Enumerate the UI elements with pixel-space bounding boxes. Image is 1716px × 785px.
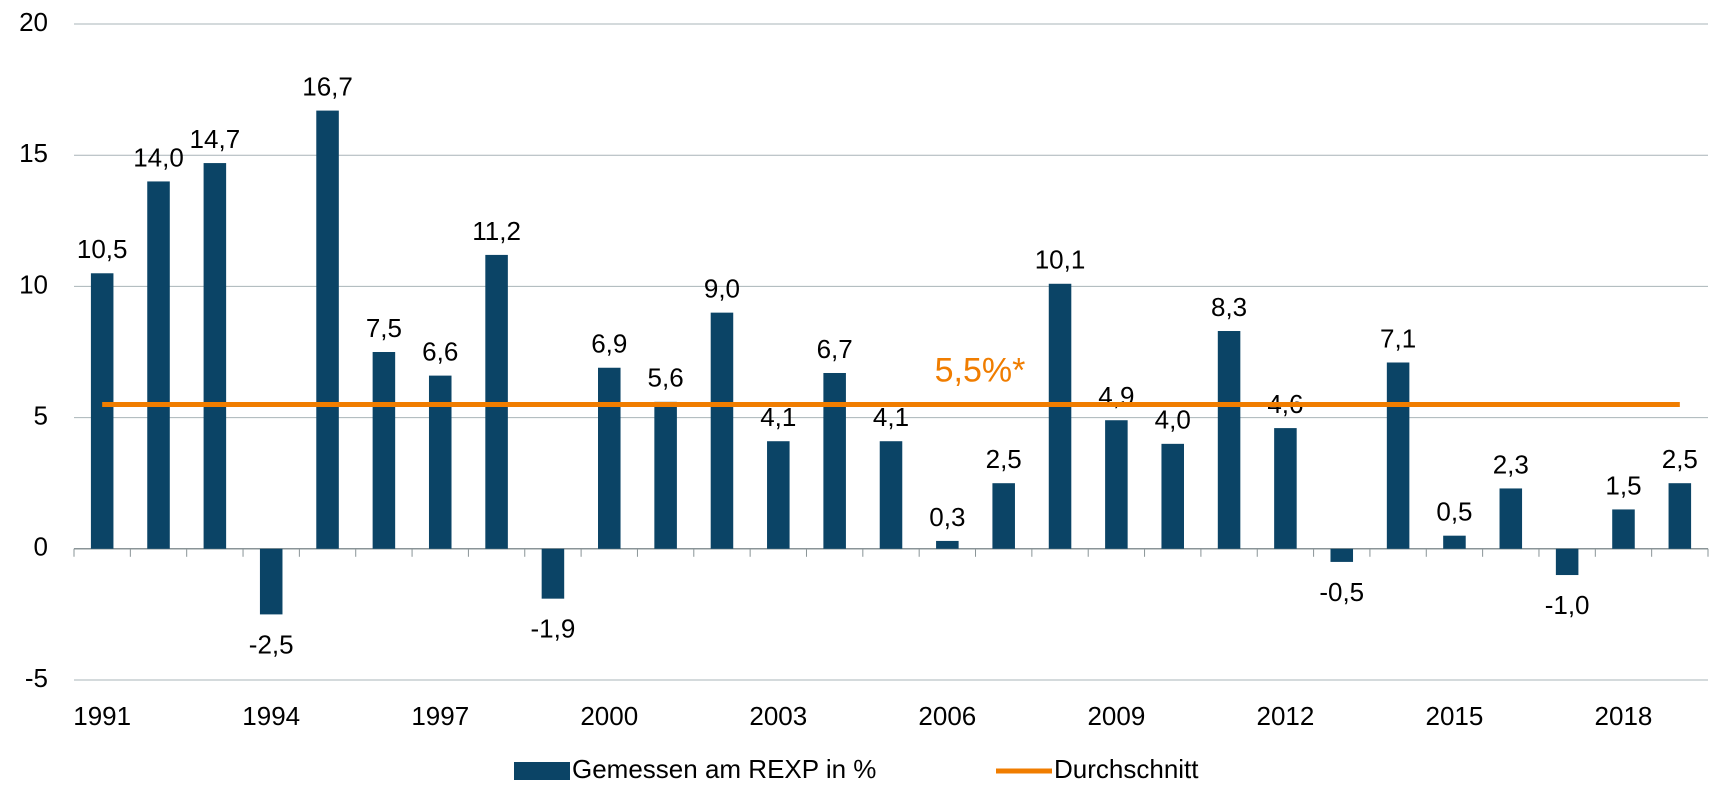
bar: [1161, 443, 1184, 549]
bar: [992, 483, 1015, 549]
x-tick-label: 2006: [918, 701, 976, 731]
x-tick-label: 1991: [73, 701, 131, 731]
bar: [654, 401, 677, 549]
x-tick-label: 2018: [1595, 701, 1653, 731]
value-label: 0,5: [1436, 497, 1472, 527]
bar: [1217, 331, 1241, 549]
y-tick-label: 20: [19, 7, 48, 37]
value-label: 7,1: [1380, 323, 1416, 353]
x-tick-label: 2012: [1256, 701, 1314, 731]
value-label: 8,3: [1211, 292, 1247, 322]
bar: [259, 548, 283, 615]
value-label: 6,7: [817, 334, 853, 364]
bar: [1555, 548, 1579, 576]
bar: [1048, 283, 1072, 549]
bar: [485, 254, 508, 549]
bar: [823, 372, 846, 549]
bar: [1668, 483, 1692, 549]
value-label: 0,3: [929, 502, 965, 532]
bar: [1386, 362, 1410, 549]
bar: [541, 548, 565, 599]
bar: [203, 163, 227, 549]
legend-label: Durchschnitt: [1054, 754, 1199, 784]
y-tick-label: 15: [19, 138, 48, 168]
y-tick-label: 10: [19, 269, 48, 299]
bar: [316, 110, 339, 549]
x-tick-label: 2003: [749, 701, 807, 731]
x-tick-label: 1997: [411, 701, 469, 731]
bar: [1274, 428, 1297, 549]
average-label: 5,5%*: [935, 351, 1026, 389]
bar: [767, 441, 790, 549]
y-tick-label: 5: [34, 400, 48, 430]
value-label: 2,5: [1662, 444, 1698, 474]
value-label: -1,9: [531, 614, 576, 644]
bar: [710, 312, 734, 549]
value-label: 2,3: [1493, 449, 1529, 479]
value-label: 2,5: [986, 444, 1022, 474]
value-label: 6,6: [422, 336, 458, 366]
x-tick-label: 1994: [242, 701, 300, 731]
bar: [147, 181, 170, 549]
bar: [598, 367, 621, 549]
value-label: 10,5: [77, 234, 128, 264]
value-label: 4,1: [873, 402, 909, 432]
x-tick-label: 2015: [1426, 701, 1484, 731]
bar: [90, 273, 114, 549]
legend-swatch: [514, 762, 570, 780]
bar: [879, 441, 903, 549]
value-label: 5,6: [648, 363, 684, 393]
y-tick-label: 0: [34, 532, 48, 562]
value-label: 4,1: [760, 402, 796, 432]
y-tick-label: -5: [25, 663, 48, 693]
value-label: -1,0: [1545, 590, 1590, 620]
value-label: -0,5: [1319, 577, 1364, 607]
bar: [1612, 509, 1635, 549]
bar: [1499, 488, 1523, 549]
bar: [1443, 535, 1466, 549]
legend-label: Gemessen am REXP in %: [572, 754, 876, 784]
value-label: 7,5: [366, 313, 402, 343]
bar: [1330, 548, 1354, 562]
bar: [936, 540, 959, 549]
value-label: 14,7: [190, 124, 241, 154]
value-label: 11,2: [472, 216, 521, 246]
bar: [372, 352, 396, 549]
value-label: 6,9: [591, 329, 627, 359]
value-label: 9,0: [704, 274, 740, 304]
value-label: 14,0: [133, 142, 184, 172]
bar: [428, 375, 452, 549]
value-label: -2,5: [249, 629, 294, 659]
value-label: 10,1: [1035, 245, 1086, 275]
x-tick-label: 2009: [1087, 701, 1145, 731]
value-label: 4,0: [1155, 405, 1191, 435]
value-label: 1,5: [1605, 470, 1641, 500]
value-label: 16,7: [302, 71, 353, 101]
bar: [1105, 420, 1128, 549]
x-tick-label: 2000: [580, 701, 638, 731]
